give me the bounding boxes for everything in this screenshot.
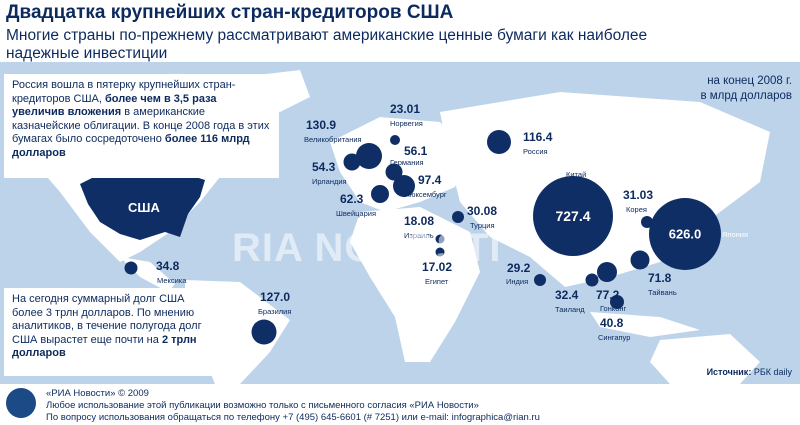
value-ireland: 54.3 (312, 160, 336, 174)
value-korea: 31.03 (623, 188, 654, 202)
value-hongkong: 77.2 (596, 288, 620, 302)
watermark: RIA NOVOSTI (232, 226, 502, 270)
bubble-japan[interactable]: 626.0 (649, 198, 721, 270)
bubble-singapore[interactable] (610, 295, 624, 309)
usa-label: США (128, 200, 160, 215)
label-norway: Норвегия (390, 119, 423, 128)
units-note: на конец 2008 г. в млрд долларов (700, 75, 792, 102)
source-note: Источник: РБК daily (706, 367, 792, 377)
value-mexico: 34.8 (156, 259, 180, 273)
bubble-egypt[interactable] (435, 247, 445, 257)
bubble-switzerland[interactable] (371, 185, 389, 203)
label-ireland: Ирландия (312, 177, 347, 186)
value-luxembourg: 97.4 (418, 173, 442, 187)
value-switzerland: 62.3 (340, 192, 364, 206)
indonesia-land (590, 312, 700, 337)
label-brazil: Бразилия (258, 307, 292, 316)
label-china: Китай (566, 170, 587, 179)
value-japan: 626.0 (668, 226, 702, 242)
europe-land (330, 117, 470, 212)
bubble-luxembourg[interactable] (393, 175, 415, 197)
label-singapore: Сингапур (598, 333, 631, 342)
value-israel: 18.08 (404, 214, 435, 228)
page-subtitle: Многие страны по-прежнему рассматривают … (6, 27, 648, 62)
africa-land (350, 207, 480, 362)
label-japan: Япония (722, 230, 749, 239)
label-india: Индия (506, 277, 529, 286)
value-brazil: 127.0 (260, 290, 291, 304)
info-box-russia: Россия вошла в пятерку крупнейших стран-… (4, 74, 279, 178)
usa-shape (80, 172, 205, 240)
bubble-korea[interactable] (641, 216, 653, 228)
value-india: 29.2 (507, 261, 531, 275)
label-hongkong: Гонконг (600, 304, 627, 313)
label-egypt: Египет (425, 277, 449, 286)
value-turkey: 30.08 (467, 204, 498, 218)
value-egypt: 17.02 (422, 260, 453, 274)
value-uk: 130.9 (306, 118, 337, 132)
label-korea: Корея (626, 205, 647, 214)
bubble-israel[interactable] (435, 234, 445, 244)
bubble-norway[interactable] (390, 135, 400, 145)
value-taiwan: 71.8 (648, 271, 672, 285)
label-mexico: Мексика (157, 276, 187, 285)
bubble-ireland[interactable] (343, 153, 361, 171)
bubble-hongkong[interactable] (597, 262, 617, 282)
label-switzerland: Швейцария (336, 209, 377, 218)
bubble-uk[interactable] (356, 143, 382, 169)
bubble-taiwan[interactable] (630, 250, 650, 270)
bubble-thailand[interactable] (585, 273, 599, 287)
page-title: Двадцатка крупнейших стран-кредиторов СШ… (6, 2, 454, 23)
value-norway: 23.01 (390, 102, 421, 116)
info-box-debt: На сегодня суммарный долг США более 3 тр… (4, 288, 216, 376)
value-singapore: 40.8 (600, 316, 624, 330)
label-russia: Россия (523, 147, 548, 156)
bubble-brazil[interactable] (251, 319, 277, 345)
world-map: на конец 2008 г. в млрд долларов Россия … (0, 62, 800, 384)
label-turkey: Турция (470, 221, 495, 230)
bubble-russia[interactable] (487, 130, 511, 154)
label-thailand: Таиланд (555, 305, 585, 314)
footer-text: «РИА Новости» © 2009 Любое использование… (46, 388, 540, 423)
bubble-china[interactable]: 727.4 (533, 176, 613, 256)
bubble-india[interactable] (534, 274, 546, 286)
bubble-turkey[interactable] (452, 211, 464, 223)
label-uk: Великобритания (304, 135, 362, 144)
bubble-mexico[interactable] (124, 261, 138, 275)
australia-land (650, 334, 760, 384)
value-russia: 116.4 (523, 130, 553, 144)
value-germany: 56.1 (404, 144, 428, 158)
label-israel: Израиль (404, 231, 434, 240)
label-luxembourg: Люксембург (405, 190, 447, 199)
label-germany: Германия (390, 158, 424, 167)
bubble-germany[interactable] (385, 163, 403, 181)
label-taiwan: Тайвань (648, 288, 677, 297)
value-thailand: 32.4 (555, 288, 579, 302)
asia-land (440, 92, 770, 287)
value-china: 727.4 (555, 208, 591, 224)
footer: «РИА Новости» © 2009 Любое использование… (0, 384, 800, 425)
ria-logo-icon (6, 388, 36, 418)
